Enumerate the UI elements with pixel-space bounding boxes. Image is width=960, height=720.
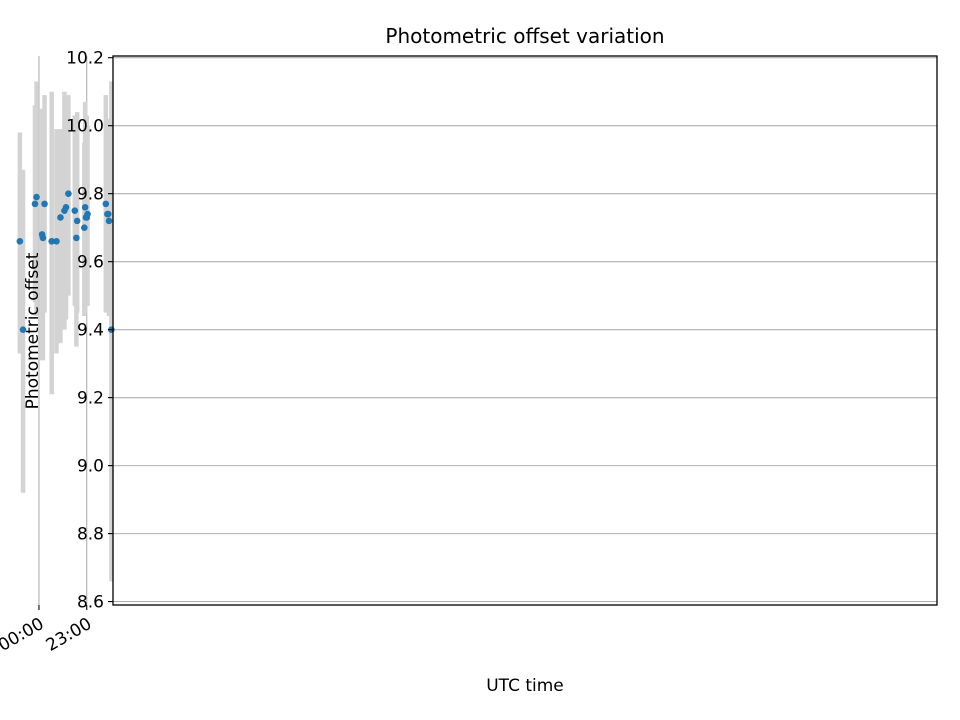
y-tick-label: 8.6 — [77, 593, 104, 613]
data-point — [102, 200, 110, 208]
data-point — [73, 234, 80, 242]
y-tick-label: 9.0 — [77, 457, 104, 477]
data-point — [81, 224, 88, 231]
data-point — [73, 217, 81, 225]
data-point — [53, 237, 60, 245]
y-tick-label: 9.4 — [77, 321, 104, 341]
data-point — [38, 231, 46, 238]
data-point — [31, 200, 39, 208]
axis-ticks: 23:0000:0001:0002:0003:0004:0005:008.68.… — [0, 49, 113, 656]
y-tick-label: 10.0 — [66, 117, 104, 137]
data-point — [19, 326, 27, 333]
data-point — [104, 210, 111, 218]
y-tick-label: 8.8 — [77, 525, 104, 545]
data-point — [41, 200, 48, 208]
data-point — [105, 217, 113, 225]
data-point — [57, 214, 64, 221]
y-axis-label: Photometric offset — [23, 252, 43, 409]
x-axis-label: UTC time — [486, 676, 564, 696]
y-tick-label: 9.2 — [77, 389, 104, 409]
y-tick-label: 9.6 — [77, 253, 104, 273]
data-point — [33, 193, 40, 201]
data-point — [48, 237, 55, 245]
data-point — [65, 190, 72, 197]
data-point — [16, 237, 24, 245]
y-tick-label: 10.2 — [66, 49, 104, 69]
chart-title: Photometric offset variation — [385, 24, 664, 48]
data-point — [71, 207, 79, 214]
plot-frame — [112, 55, 938, 606]
data-point — [81, 203, 89, 211]
y-tick-label: 9.8 — [77, 185, 104, 205]
grid — [38, 56, 937, 605]
data-point — [82, 214, 90, 221]
data-point — [61, 207, 68, 214]
